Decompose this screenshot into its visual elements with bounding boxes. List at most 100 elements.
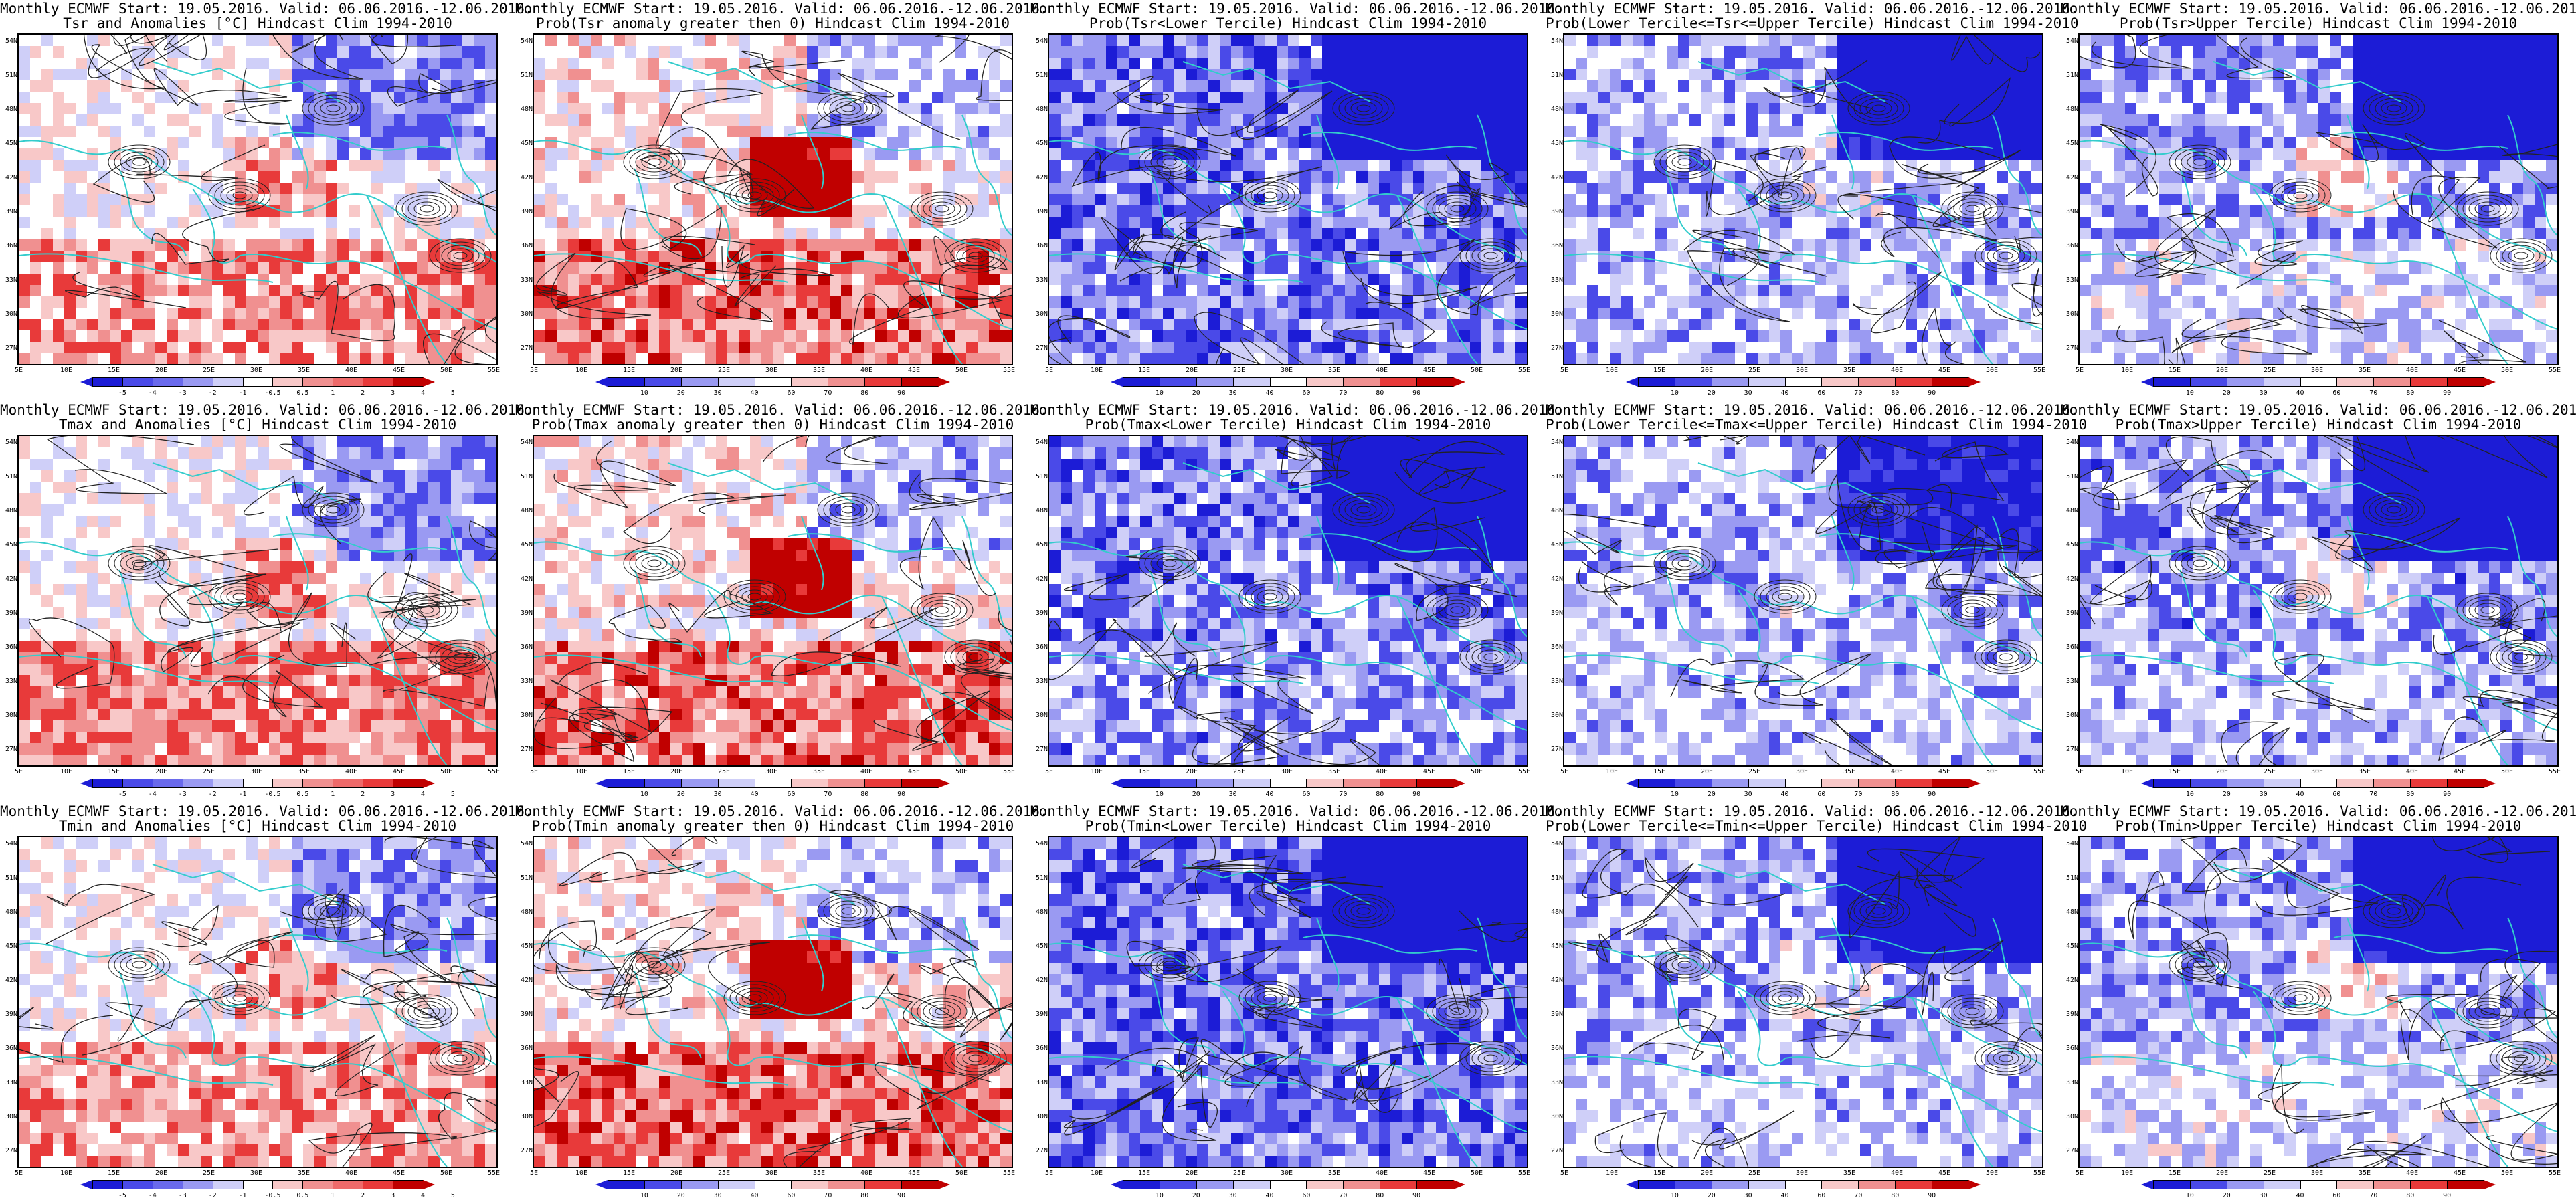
- colorbar-label: 80: [2406, 1192, 2415, 1199]
- latitude-label: 30N: [5, 1113, 17, 1120]
- map-plot-area: [2078, 836, 2559, 1168]
- latitude-label: 51N: [1035, 473, 1048, 480]
- longitude-label: 25E: [202, 1169, 215, 1177]
- longitude-label: 30E: [1280, 367, 1293, 374]
- colorbar-segment: [644, 779, 682, 788]
- colorbar-segment: [152, 779, 183, 788]
- colorbar-label: 20: [1192, 791, 1200, 798]
- latitude-label: 48N: [520, 507, 533, 514]
- latitude-label: 33N: [1550, 276, 1563, 284]
- colorbar-label: 30: [1744, 1192, 1752, 1199]
- colorbar-label: 20: [676, 1192, 685, 1199]
- colorbar-segment: [901, 377, 939, 387]
- latitude-label: 42N: [5, 174, 17, 181]
- colorbar-label: -3: [178, 389, 187, 397]
- colorbar-segment: [1380, 779, 1418, 788]
- latitude-label: 48N: [520, 106, 533, 113]
- colorbar-segment: [1196, 779, 1234, 788]
- colorbar-segment: [2263, 779, 2301, 788]
- longitude-label: 45E: [907, 1169, 921, 1177]
- colorbar-label: 30: [2259, 1192, 2268, 1199]
- colorbar-label: -2: [208, 1192, 217, 1199]
- colorbar-segment: [2153, 779, 2191, 788]
- latitude-label: 42N: [2065, 174, 2078, 181]
- colorbar-segment: [393, 779, 424, 788]
- colorbar-arrow-high: [1968, 779, 1981, 788]
- colorbar-segment: [1269, 1180, 1307, 1189]
- colorbar-label: 4: [420, 791, 426, 798]
- colorbar-segment: [2410, 1180, 2448, 1189]
- colorbar-segment: [302, 779, 334, 788]
- colorbar-label: 2: [361, 791, 365, 798]
- colorbar-segment: [333, 779, 364, 788]
- colorbar-arrow-high: [1968, 1180, 1981, 1189]
- latitude-label: 45N: [1035, 541, 1048, 548]
- longitude-label: 25E: [2263, 1169, 2276, 1177]
- colorbar-label: 30: [2259, 791, 2268, 798]
- colorbar-label: -4: [148, 1192, 157, 1199]
- map-plot-area: [1048, 435, 1528, 767]
- latitude-label: 33N: [1035, 276, 1048, 284]
- colorbar-arrow-low: [595, 1180, 608, 1189]
- longitude-label: 5E: [14, 367, 23, 374]
- longitude-label: 5E: [1044, 1169, 1054, 1177]
- map-panel: Monthly ECMWF Start: 19.05.2016. Valid: …: [515, 0, 1048, 401]
- colorbar-segment: [1306, 779, 1344, 788]
- colorbar-label: 20: [676, 791, 685, 798]
- longitude-label: 5E: [529, 1169, 539, 1177]
- latitude-label: 48N: [2065, 106, 2078, 113]
- colorbar-label: 80: [1891, 1192, 1900, 1199]
- colorbar-label: -4: [148, 389, 157, 397]
- colorbar-arrow-low: [595, 377, 608, 387]
- colorbar-arrow-high: [2484, 1180, 2496, 1189]
- colorbar-arrow-low: [1111, 779, 1123, 788]
- colorbar-segment: [1784, 377, 1823, 387]
- longitude-label: 40E: [1890, 367, 1904, 374]
- latitude-label: 54N: [2065, 37, 2078, 45]
- colorbar-segment: [1784, 779, 1823, 788]
- latitude-label: 48N: [1035, 507, 1048, 514]
- longitude-label: 45E: [1422, 768, 1436, 775]
- latitude-label: 45N: [1035, 942, 1048, 950]
- latitude-label: 36N: [1550, 242, 1563, 249]
- longitude-label: 55E: [1002, 367, 1016, 374]
- colorbar-label: 90: [2443, 389, 2452, 397]
- longitude-label: 5E: [1560, 1169, 1569, 1177]
- longitude-label: 25E: [717, 367, 731, 374]
- colorbar-label: 60: [787, 1192, 796, 1199]
- latitude-label: 42N: [1035, 575, 1048, 583]
- colorbar-segment: [717, 1180, 755, 1189]
- colorbar-label: 3: [391, 1192, 395, 1199]
- longitude-label: 20E: [2215, 367, 2229, 374]
- latitude-label: 51N: [5, 72, 17, 79]
- colorbar-segment: [717, 779, 755, 788]
- colorbar-label: 40: [2296, 389, 2304, 397]
- colorbar-segment: [1159, 377, 1197, 387]
- longitude-label: 5E: [1044, 367, 1054, 374]
- colorbar-label: 40: [750, 791, 759, 798]
- colorbar-label: 70: [1854, 791, 1863, 798]
- longitude-label: 45E: [2453, 1169, 2466, 1177]
- latitude-label: 36N: [5, 242, 17, 249]
- colorbar-label: 10: [1670, 791, 1679, 798]
- latitude-label: 48N: [5, 507, 17, 514]
- colorbar-label: 70: [1339, 1192, 1348, 1199]
- latitude-label: 39N: [2065, 609, 2078, 617]
- colorbar-segment: [2336, 377, 2375, 387]
- longitude-label: 35E: [1327, 367, 1341, 374]
- colorbar-label: 60: [2332, 389, 2341, 397]
- longitude-label: 50E: [1985, 1169, 1999, 1177]
- longitude-label: 40E: [1375, 1169, 1388, 1177]
- longitude-label: 5E: [2075, 768, 2084, 775]
- colorbar: [595, 1180, 950, 1189]
- longitude-label: 15E: [2168, 768, 2181, 775]
- colorbar-segment: [1711, 1180, 1749, 1189]
- longitude-label: 10E: [1605, 1169, 1619, 1177]
- colorbar-segment: [608, 779, 645, 788]
- colorbar-label: 1: [331, 791, 335, 798]
- longitude-label: 30E: [250, 1169, 263, 1177]
- colorbar-segment: [1269, 377, 1307, 387]
- panel-title-line1: Monthly ECMWF Start: 19.05.2016. Valid: …: [1030, 1, 1564, 17]
- latitude-label: 51N: [2065, 72, 2078, 79]
- colorbar-label: 20: [1707, 1192, 1716, 1199]
